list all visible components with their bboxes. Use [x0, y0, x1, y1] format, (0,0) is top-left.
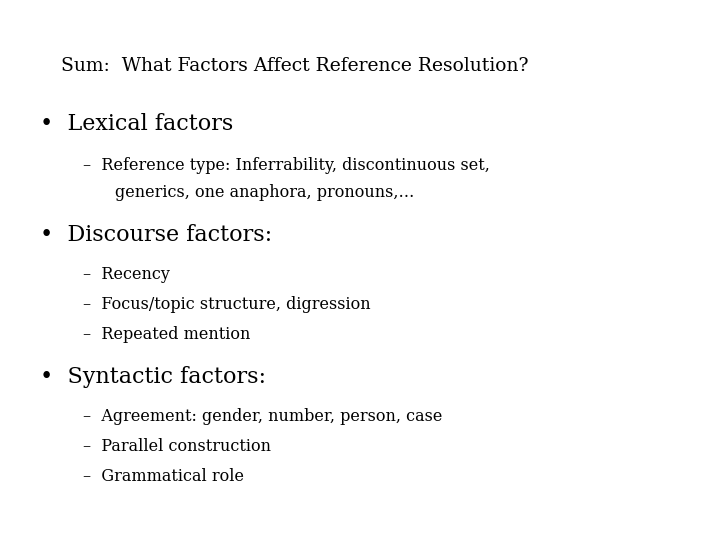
Text: –  Focus/topic structure, digression: – Focus/topic structure, digression [83, 296, 370, 313]
Text: •  Lexical factors: • Lexical factors [40, 113, 233, 136]
Text: –  Reference type: Inferrability, discontinuous set,: – Reference type: Inferrability, discont… [83, 157, 490, 173]
Text: –  Agreement: gender, number, person, case: – Agreement: gender, number, person, cas… [83, 408, 442, 425]
Text: –  Grammatical role: – Grammatical role [83, 468, 244, 484]
Text: •  Discourse factors:: • Discourse factors: [40, 224, 271, 246]
Text: –  Repeated mention: – Repeated mention [83, 326, 250, 342]
Text: –  Recency: – Recency [83, 266, 170, 283]
Text: Sum:  What Factors Affect Reference Resolution?: Sum: What Factors Affect Reference Resol… [61, 57, 528, 75]
Text: •  Syntactic factors:: • Syntactic factors: [40, 366, 266, 388]
Text: generics, one anaphora, pronouns,…: generics, one anaphora, pronouns,… [115, 184, 415, 200]
Text: –  Parallel construction: – Parallel construction [83, 438, 271, 455]
